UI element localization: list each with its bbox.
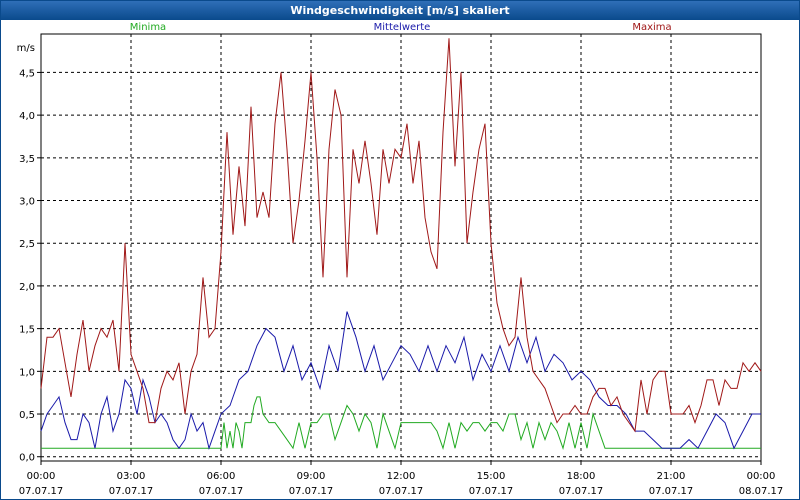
x-tick-label-time: 12:00	[387, 471, 416, 482]
y-tick-label: 0,5	[19, 410, 35, 421]
x-tick-label-time: 00:00	[27, 471, 56, 482]
legend-item-mittelwerte: Mittelwerte	[374, 22, 431, 33]
y-tick-label: 1,5	[19, 325, 35, 336]
x-tick-label-date: 07.07.17	[109, 486, 154, 497]
y-tick-label: 4,0	[19, 111, 35, 122]
x-tick-label-time: 18:00	[567, 471, 596, 482]
chart-title: Windgeschwindigkeit [m/s] skaliert	[1, 1, 799, 20]
x-tick-label-date: 07.07.17	[469, 486, 514, 497]
series-line-maxima	[40, 38, 762, 433]
x-tick-label-date: 07.07.17	[199, 486, 244, 497]
x-tick-label-date: 08.07.17	[739, 486, 784, 497]
x-tick-label-date: 07.07.17	[289, 486, 334, 497]
x-tick-label-time: 21:00	[657, 471, 686, 482]
y-tick-label: 3,0	[19, 197, 35, 208]
legend-item-maxima: Maxima	[632, 22, 671, 33]
x-tick-label-date: 07.07.17	[379, 486, 424, 497]
y-tick-label: 0,0	[19, 453, 35, 464]
x-tick-label-time: 15:00	[477, 471, 506, 482]
series-line-minima	[41, 396, 761, 450]
y-tick-label: 2,5	[19, 239, 35, 250]
x-tick-label-date: 07.07.17	[19, 486, 64, 497]
y-tick-label: 4,5	[19, 68, 35, 79]
legend-item-minima: Minima	[130, 22, 166, 33]
y-tick-label: 2,0	[19, 282, 35, 293]
chart-area: 0,0 0,5 1,0 1,5 2,0 2,5 3,0 3,5 4,0 4,5 m/s 00:00 07…	[17, 22, 784, 497]
series-line-mittelwerte	[40, 311, 761, 450]
x-tick-label-time: 06:00	[207, 471, 236, 482]
x-tick-label-time: 00:00	[747, 471, 776, 482]
y-tick-label: 1,0	[19, 367, 35, 378]
x-tick-label-date: 07.07.17	[649, 486, 694, 497]
x-tick-label-date: 07.07.17	[559, 486, 604, 497]
y-tick-label: 3,5	[19, 154, 35, 165]
y-axis-label: m/s	[17, 43, 35, 54]
x-tick-label-time: 09:00	[297, 471, 326, 482]
x-tick-label-time: 03:00	[117, 471, 146, 482]
